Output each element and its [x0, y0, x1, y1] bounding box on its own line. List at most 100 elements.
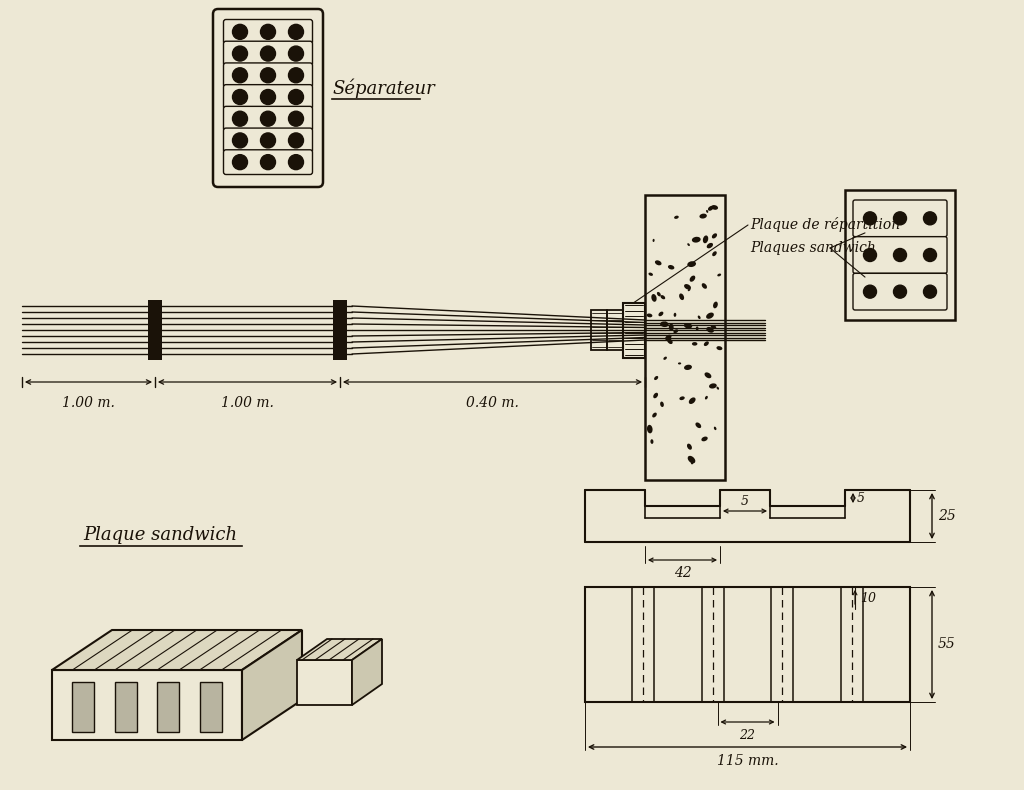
FancyBboxPatch shape: [223, 20, 312, 44]
Ellipse shape: [657, 292, 660, 296]
Ellipse shape: [654, 376, 658, 380]
Bar: [845, 190, 955, 320]
Circle shape: [232, 89, 248, 104]
Circle shape: [289, 155, 303, 170]
Circle shape: [894, 249, 906, 261]
Ellipse shape: [702, 235, 709, 243]
Ellipse shape: [655, 261, 662, 265]
Ellipse shape: [660, 295, 666, 299]
Circle shape: [232, 133, 248, 148]
Ellipse shape: [651, 294, 656, 302]
Ellipse shape: [707, 313, 714, 319]
Bar: [623, 303, 645, 358]
Circle shape: [289, 111, 303, 126]
Ellipse shape: [711, 325, 716, 329]
Text: 22: 22: [739, 729, 756, 742]
Ellipse shape: [717, 346, 722, 350]
Polygon shape: [352, 639, 382, 705]
Text: 25: 25: [938, 509, 955, 523]
Ellipse shape: [688, 288, 690, 292]
FancyBboxPatch shape: [853, 237, 947, 273]
Ellipse shape: [707, 210, 709, 213]
Circle shape: [260, 46, 275, 61]
Circle shape: [260, 155, 275, 170]
Ellipse shape: [701, 283, 707, 289]
Circle shape: [289, 46, 303, 61]
Circle shape: [924, 212, 937, 225]
Circle shape: [289, 68, 303, 83]
Ellipse shape: [679, 397, 685, 400]
Ellipse shape: [712, 233, 717, 239]
Circle shape: [863, 285, 877, 298]
Circle shape: [289, 24, 303, 40]
FancyBboxPatch shape: [853, 273, 947, 310]
Ellipse shape: [664, 356, 667, 360]
Circle shape: [894, 285, 906, 298]
Ellipse shape: [669, 324, 674, 331]
Ellipse shape: [647, 425, 652, 434]
FancyBboxPatch shape: [853, 200, 947, 237]
Ellipse shape: [687, 444, 692, 450]
Text: Plaque de répartition: Plaque de répartition: [750, 217, 900, 232]
Circle shape: [232, 24, 248, 40]
Polygon shape: [52, 670, 242, 740]
Circle shape: [260, 111, 275, 126]
Ellipse shape: [660, 322, 669, 327]
Text: Séparateur: Séparateur: [332, 78, 435, 98]
Ellipse shape: [699, 213, 707, 219]
Polygon shape: [200, 682, 221, 732]
Ellipse shape: [695, 326, 698, 331]
FancyBboxPatch shape: [223, 63, 312, 88]
Text: 5: 5: [741, 495, 749, 508]
Ellipse shape: [689, 276, 695, 282]
Ellipse shape: [668, 265, 675, 269]
Ellipse shape: [697, 315, 700, 319]
Circle shape: [863, 249, 877, 261]
Ellipse shape: [712, 251, 717, 256]
Circle shape: [924, 249, 937, 261]
Circle shape: [232, 46, 248, 61]
Text: 10: 10: [860, 592, 876, 604]
Text: 55: 55: [938, 638, 955, 652]
FancyBboxPatch shape: [223, 150, 312, 175]
Ellipse shape: [689, 397, 695, 404]
Polygon shape: [297, 639, 382, 660]
Text: 1.00 m.: 1.00 m.: [221, 396, 274, 410]
Bar: [333, 300, 347, 360]
Polygon shape: [115, 682, 137, 732]
Polygon shape: [52, 630, 302, 670]
Ellipse shape: [714, 427, 717, 430]
Circle shape: [924, 285, 937, 298]
Circle shape: [260, 24, 275, 40]
Ellipse shape: [674, 329, 678, 333]
Circle shape: [863, 212, 877, 225]
FancyBboxPatch shape: [223, 128, 312, 152]
Ellipse shape: [717, 273, 721, 276]
Polygon shape: [242, 630, 302, 740]
Circle shape: [289, 89, 303, 104]
Ellipse shape: [660, 401, 664, 407]
Ellipse shape: [692, 342, 697, 346]
Bar: [645, 195, 725, 480]
Ellipse shape: [691, 460, 693, 465]
Polygon shape: [158, 682, 179, 732]
Ellipse shape: [695, 423, 701, 428]
Ellipse shape: [703, 341, 709, 346]
Text: Plaques sandwich: Plaques sandwich: [750, 241, 876, 255]
Text: 115 mm.: 115 mm.: [717, 754, 778, 768]
Ellipse shape: [717, 386, 719, 389]
Text: 0.40 m.: 0.40 m.: [466, 396, 519, 410]
Polygon shape: [297, 660, 352, 705]
Ellipse shape: [701, 437, 708, 442]
Ellipse shape: [711, 205, 718, 210]
Ellipse shape: [688, 456, 695, 463]
Ellipse shape: [650, 439, 653, 444]
FancyBboxPatch shape: [223, 41, 312, 66]
Circle shape: [232, 111, 248, 126]
Circle shape: [232, 155, 248, 170]
Ellipse shape: [707, 243, 713, 248]
Ellipse shape: [713, 302, 718, 308]
Circle shape: [260, 68, 275, 83]
Bar: [591, 310, 607, 350]
Text: Plaque sandwich: Plaque sandwich: [83, 526, 238, 544]
